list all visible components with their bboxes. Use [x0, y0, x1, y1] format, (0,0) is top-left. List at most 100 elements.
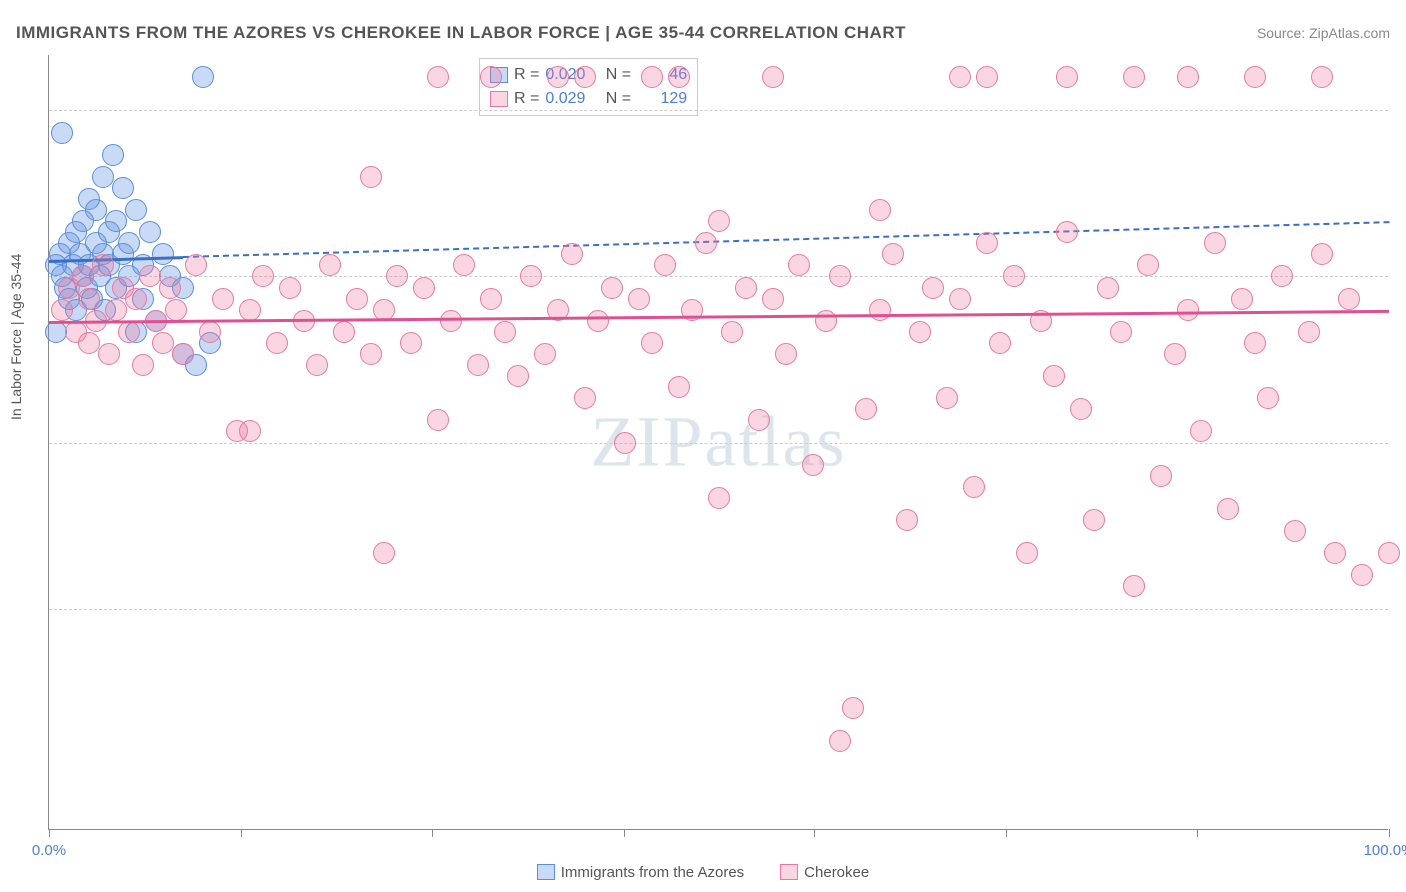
legend-row: R = 0.029 N = 129 — [490, 87, 687, 111]
data-point — [896, 509, 918, 531]
y-tick-label: 85.0% — [1398, 268, 1406, 285]
data-point — [949, 66, 971, 88]
data-point — [118, 321, 140, 343]
data-point — [172, 343, 194, 365]
data-point — [192, 66, 214, 88]
data-point — [1244, 332, 1266, 354]
data-point — [963, 476, 985, 498]
data-point — [333, 321, 355, 343]
legend-label: Immigrants from the Azores — [561, 864, 744, 881]
data-point — [400, 332, 422, 354]
stat-n-label: N = — [601, 63, 631, 87]
data-point — [1083, 509, 1105, 531]
data-point — [427, 409, 449, 431]
data-point — [92, 254, 114, 276]
data-point — [78, 332, 100, 354]
data-point — [976, 232, 998, 254]
x-tick — [241, 829, 242, 837]
legend-item: Immigrants from the Azores — [537, 864, 744, 881]
data-point — [721, 321, 743, 343]
data-point — [1123, 66, 1145, 88]
data-point — [319, 254, 341, 276]
data-point — [842, 697, 864, 719]
x-tick-label: 0.0% — [32, 842, 66, 859]
x-tick — [1389, 829, 1390, 837]
x-tick — [624, 829, 625, 837]
data-point — [139, 265, 161, 287]
data-point — [480, 66, 502, 88]
data-point — [1338, 288, 1360, 310]
data-point — [132, 354, 154, 376]
y-axis-label: In Labor Force | Age 35-44 — [8, 254, 24, 420]
data-point — [51, 299, 73, 321]
source-label: Source: ZipAtlas.com — [1257, 25, 1390, 41]
data-point — [882, 243, 904, 265]
data-point — [762, 66, 784, 88]
data-point — [98, 343, 120, 365]
data-point — [1271, 265, 1293, 287]
data-point — [1204, 232, 1226, 254]
data-point — [92, 166, 114, 188]
x-tick-label: 100.0% — [1364, 842, 1406, 859]
x-tick — [1006, 829, 1007, 837]
data-point — [708, 487, 730, 509]
data-point — [427, 66, 449, 88]
data-point — [279, 277, 301, 299]
data-point — [668, 66, 690, 88]
data-point — [654, 254, 676, 276]
data-point — [239, 420, 261, 442]
data-point — [574, 387, 596, 409]
x-tick — [49, 829, 50, 837]
data-point — [976, 66, 998, 88]
data-point — [1298, 321, 1320, 343]
data-point — [118, 232, 140, 254]
x-tick — [432, 829, 433, 837]
data-point — [386, 265, 408, 287]
data-point — [641, 66, 663, 88]
data-point — [587, 310, 609, 332]
chart-title: IMMIGRANTS FROM THE AZORES VS CHEROKEE I… — [16, 23, 906, 43]
data-point — [1177, 66, 1199, 88]
stat-r-label: R = — [514, 87, 539, 111]
data-point — [1244, 66, 1266, 88]
data-point — [628, 288, 650, 310]
data-point — [695, 232, 717, 254]
data-point — [855, 398, 877, 420]
data-point — [266, 332, 288, 354]
data-point — [829, 730, 851, 752]
gridline — [49, 110, 1388, 111]
data-point — [1311, 66, 1333, 88]
data-point — [112, 177, 134, 199]
data-point — [45, 321, 67, 343]
data-point — [252, 265, 274, 287]
data-point — [614, 432, 636, 454]
data-point — [85, 199, 107, 221]
stat-r-label: R = — [514, 63, 539, 87]
data-point — [1056, 221, 1078, 243]
data-point — [507, 365, 529, 387]
data-point — [802, 454, 824, 476]
data-point — [574, 66, 596, 88]
data-point — [105, 299, 127, 321]
scatter-chart: ZIPatlas R = 0.020 N = 46R = 0.029 N = 1… — [48, 55, 1388, 830]
data-point — [373, 542, 395, 564]
data-point — [668, 376, 690, 398]
data-point — [641, 332, 663, 354]
data-point — [152, 332, 174, 354]
data-point — [1351, 564, 1373, 586]
data-point — [869, 299, 891, 321]
data-point — [909, 321, 931, 343]
data-point — [762, 288, 784, 310]
data-point — [72, 265, 94, 287]
data-point — [547, 66, 569, 88]
data-point — [1324, 542, 1346, 564]
data-point — [1110, 321, 1132, 343]
data-point — [520, 265, 542, 287]
data-point — [360, 343, 382, 365]
data-point — [139, 221, 161, 243]
data-point — [1150, 465, 1172, 487]
data-point — [1190, 420, 1212, 442]
legend-swatch — [537, 864, 555, 880]
series-legend: Immigrants from the AzoresCherokee — [0, 864, 1406, 885]
data-point — [199, 321, 221, 343]
